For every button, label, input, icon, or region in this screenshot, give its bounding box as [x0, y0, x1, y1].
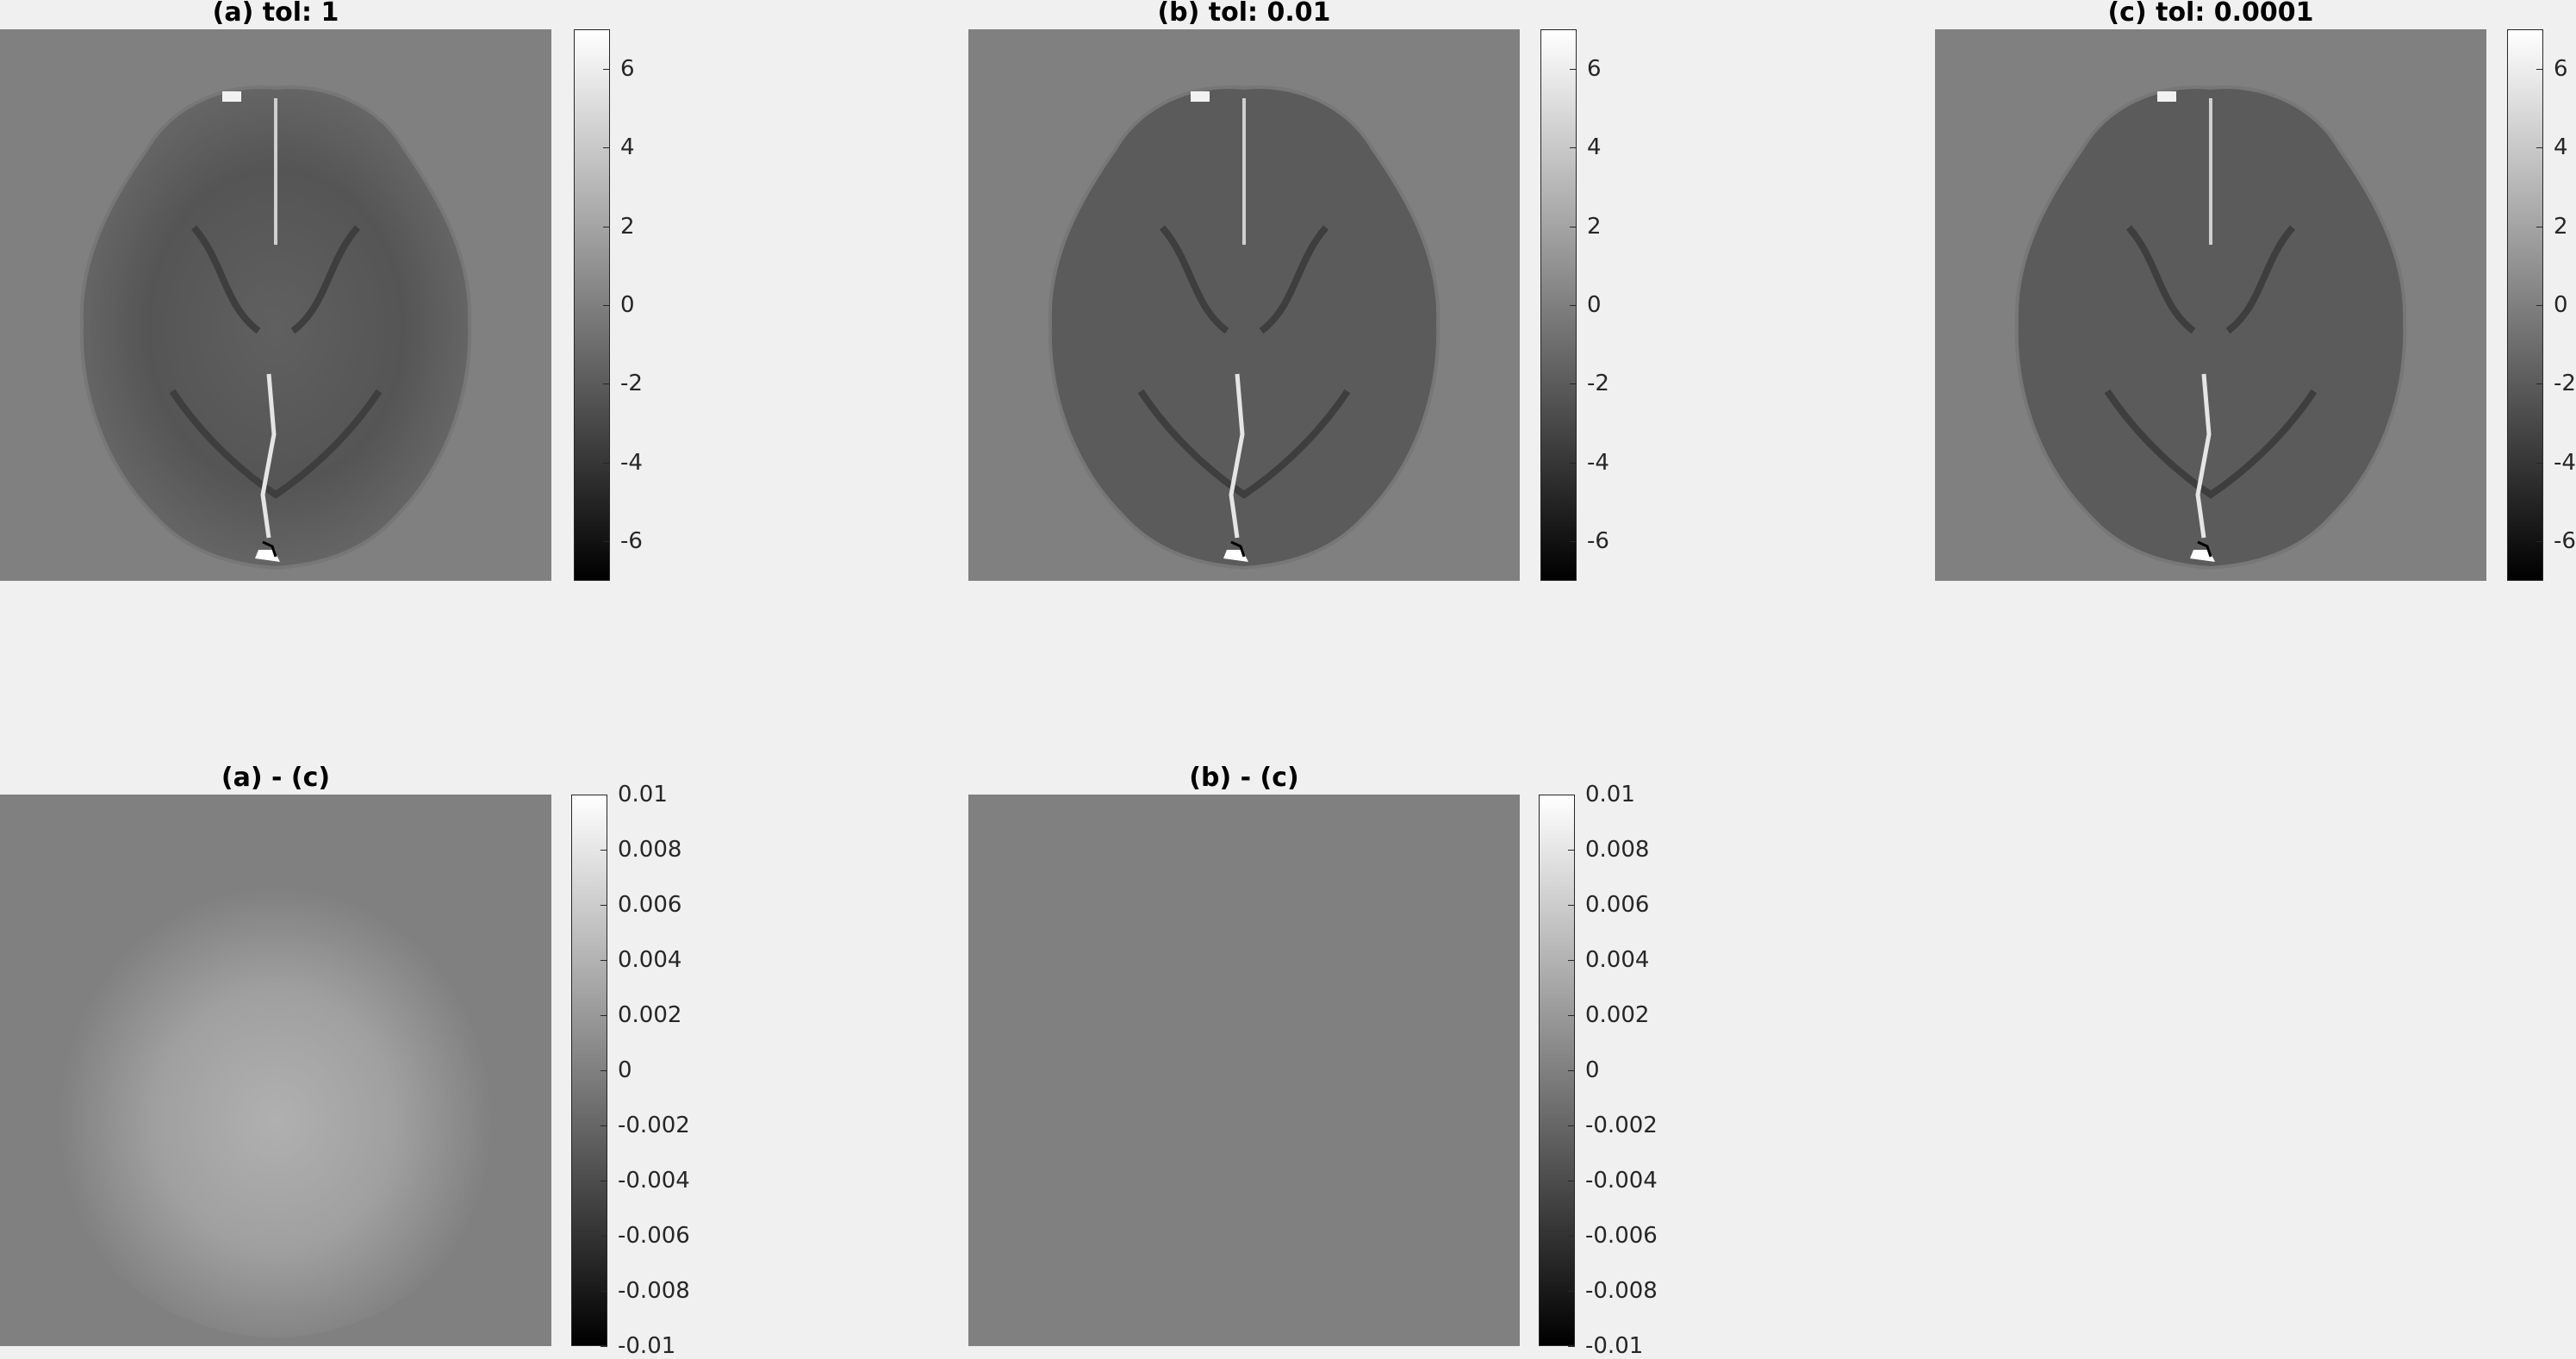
colorbar-tick-label: 0: [618, 1057, 632, 1083]
colorbar-tick: [603, 68, 610, 70]
colorbar-tick: [1568, 960, 1575, 961]
colorbar-tick-label: 0.006: [1585, 892, 1650, 918]
colorbar-tick: [600, 960, 607, 961]
colorbar-tick-label: -0.002: [1585, 1113, 1658, 1138]
colorbar-tick-label: -4: [1587, 449, 1609, 476]
colorbar-tick-label: 0.004: [618, 947, 682, 973]
colorbar-tick-label: 4: [1587, 134, 1602, 161]
colorbar-tick-label: -6: [620, 528, 643, 555]
brain-slice-image: [1048, 85, 1440, 570]
image-b: [968, 29, 1520, 581]
colorbar-tick: [1570, 305, 1577, 306]
colorbar-tick: [2536, 226, 2543, 228]
colorbar-tick-label: -6: [1587, 528, 1609, 555]
colorbar-tick: [2536, 541, 2543, 543]
colorbar-tick: [603, 541, 610, 543]
colorbar-tick-label: 0.002: [618, 1002, 682, 1028]
colorbar-tick-label: -0.004: [618, 1168, 690, 1194]
colorbar-tick-label: 0.008: [1585, 837, 1650, 863]
colorbar-tick-label: -0.008: [618, 1278, 690, 1304]
colorbar-tick: [600, 1015, 607, 1016]
colorbar-tick: [1568, 850, 1575, 851]
colorbar-tick-label: 0.01: [1585, 782, 1635, 807]
colorbar-tick-label: 0.008: [618, 837, 682, 863]
colorbar-tick: [2536, 68, 2543, 70]
colorbar-tick-label: -0.006: [618, 1223, 690, 1249]
colorbar-tick: [2536, 305, 2543, 306]
colorbar-tick: [600, 850, 607, 851]
colorbar-tick-label: 0: [1587, 292, 1602, 318]
colorbar-tick: [603, 147, 610, 149]
panel-title-a: (a) tol: 1: [212, 0, 339, 28]
colorbar-tick: [1568, 1291, 1575, 1292]
colorbar-tick-label: -2: [620, 371, 643, 397]
colorbar-tick: [2536, 462, 2543, 464]
colorbar-tick: [600, 1291, 607, 1292]
colorbar-tick-label: -0.004: [1585, 1168, 1658, 1194]
colorbar-tick-label: 0.006: [618, 892, 682, 918]
colorbar-tick-label: -2: [1587, 371, 1609, 397]
difference-image: [0, 795, 551, 1346]
colorbar-tick-label: 0.004: [1585, 947, 1650, 973]
colorbar-tick: [1570, 541, 1577, 543]
colorbar-tick: [2536, 147, 2543, 149]
colorbar-tick: [600, 1236, 607, 1237]
colorbar-tick-label: 0.01: [618, 782, 668, 807]
colorbar-tick-label: -0.008: [1585, 1278, 1658, 1304]
colorbar-tick: [600, 1125, 607, 1126]
colorbar-tick-label: -0.01: [618, 1333, 676, 1359]
colorbar-tick-label: -0.006: [1585, 1223, 1658, 1249]
colorbar-tick-label: -6: [2554, 528, 2576, 555]
colorbar-tick-label: 4: [620, 134, 635, 161]
colorbar-tick: [1570, 68, 1577, 70]
colorbar-tick-label: 2: [620, 213, 635, 240]
colorbar-tick-label: 4: [2554, 134, 2568, 161]
colorbar-tick-label: -4: [2554, 449, 2576, 476]
panel-title-b-minus-c: (b) - (c): [1189, 763, 1299, 793]
colorbar-tick: [1568, 1015, 1575, 1016]
colorbar-tick-label: 0: [1585, 1057, 1600, 1083]
colorbar-tick-label: 2: [1587, 213, 1602, 240]
colorbar-tick: [1570, 383, 1577, 385]
colorbar-tick: [600, 1070, 607, 1071]
colorbar-tick-label: -0.002: [618, 1113, 690, 1138]
colorbar-tick: [1568, 1236, 1575, 1237]
colorbar-tick-label: -2: [2554, 371, 2576, 397]
colorbar-tick-label: 6: [2554, 55, 2568, 82]
colorbar-tick: [603, 226, 610, 228]
colorbar-tick: [1568, 1346, 1575, 1347]
colorbar-tick: [1568, 1070, 1575, 1071]
image-b-minus-c: [968, 795, 1520, 1346]
brain-slice-image: [79, 85, 472, 570]
image-c: [1935, 29, 2486, 581]
brain-slice-image: [2014, 85, 2407, 570]
colorbar-tick-label: 0.002: [1585, 1002, 1650, 1028]
panel-title-c: (c) tol: 0.0001: [2107, 0, 2314, 28]
panel-title-b: (b) tol: 0.01: [1157, 0, 1331, 28]
image-a-minus-c: [0, 795, 551, 1346]
image-a: [0, 29, 551, 581]
colorbar-tick: [600, 905, 607, 906]
colorbar-tick: [1570, 226, 1577, 228]
colorbar-tick: [603, 383, 610, 385]
colorbar-tick: [1568, 1125, 1575, 1126]
colorbar-tick-label: -0.01: [1585, 1333, 1644, 1359]
colorbar-tick: [1570, 147, 1577, 149]
panel-title-a-minus-c: (a) - (c): [221, 763, 331, 793]
colorbar-tick-label: 6: [1587, 55, 1602, 82]
colorbar-tick: [1568, 905, 1575, 906]
colorbar-tick: [2536, 383, 2543, 385]
colorbar-tick: [600, 1346, 607, 1347]
colorbar-tick: [603, 462, 610, 464]
colorbar-tick-label: 0: [620, 292, 635, 318]
colorbar-tick-label: 2: [2554, 213, 2568, 240]
colorbar-tick-label: -4: [620, 449, 643, 476]
colorbar-tick: [603, 305, 610, 306]
colorbar-tick-label: 6: [620, 55, 635, 82]
colorbar-tick: [1570, 462, 1577, 464]
colorbar-tick-label: 0: [2554, 292, 2568, 318]
